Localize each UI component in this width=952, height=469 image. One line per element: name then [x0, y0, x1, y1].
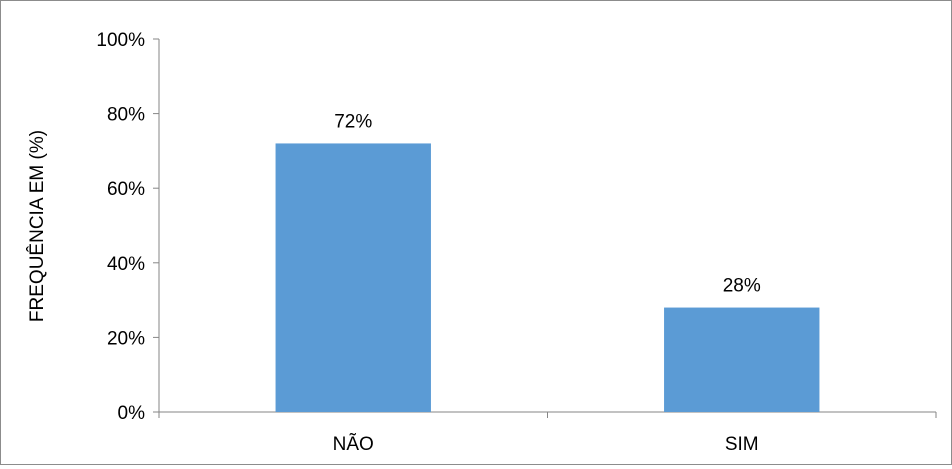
chart-labels: 72% NÃO 28% SIM — [333, 111, 761, 455]
data-label: 72% — [334, 111, 372, 132]
y-tick-label: 80% — [107, 105, 145, 126]
x-tick-label: NÃO — [333, 433, 374, 455]
bar-1 — [275, 143, 431, 412]
y-tick-label: 20% — [107, 328, 145, 349]
bar-2 — [664, 307, 820, 412]
y-tick-label: 100% — [96, 30, 145, 51]
y-axis-title: FREQUÊNCIA EM (%) — [26, 130, 48, 322]
y-tick-label: 0% — [118, 403, 146, 424]
y-tick-label: 60% — [107, 179, 145, 200]
chart-bars — [275, 143, 820, 412]
y-tick-label: 40% — [107, 254, 145, 275]
x-tick-label: SIM — [725, 434, 759, 455]
data-label: 28% — [723, 276, 761, 297]
